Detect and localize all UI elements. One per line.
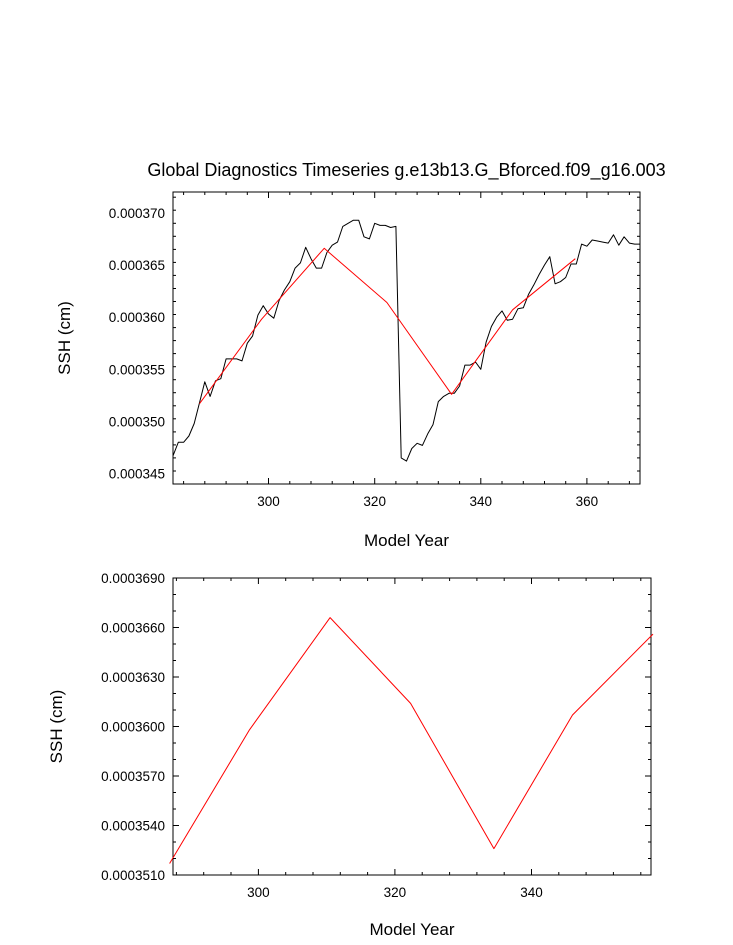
x-axis-title: Model Year (364, 531, 449, 550)
chart-panel-1: 300 320 340 360 0.000345 0.000350 0.000355 0.00… (55, 160, 666, 550)
x-tick-label: 320 (363, 494, 386, 509)
y-tick-label: 0.0003630 (101, 670, 165, 685)
y-tick-label: 0.000365 (109, 258, 165, 273)
y-tick-label: 0.000345 (109, 467, 165, 482)
y-tick-label: 0.000355 (109, 362, 165, 377)
y-tick-label: 0.0003660 (101, 621, 165, 636)
y-tick-label: 0.000360 (109, 310, 165, 325)
x-tick-label: 340 (520, 885, 543, 900)
x-tick-label: 300 (247, 885, 270, 900)
x-tick-label: 320 (384, 885, 407, 900)
y-tick-label: 0.0003600 (101, 720, 165, 735)
y-tick-label: 0.0003540 (101, 819, 165, 834)
x-tick-label: 360 (576, 494, 599, 509)
y-tick-label: 0.0003690 (101, 571, 165, 586)
plot-frame (172, 191, 641, 485)
plot-frame (172, 577, 652, 876)
chart-panel-2: 300 320 340 0.0003510 0.0003540 0.0003570 0.00… (47, 571, 654, 939)
y-tick-label: 0.0003510 (101, 868, 165, 883)
x-tick-label: 340 (470, 494, 493, 509)
y-tick-label: 0.0003570 (101, 769, 165, 784)
x-tick-label: 300 (257, 494, 280, 509)
y-tick-label: 0.000370 (109, 206, 165, 221)
y-tick-label: 0.000350 (109, 414, 165, 429)
x-axis-title: Model Year (369, 920, 454, 939)
series-line-1 (172, 219, 640, 462)
series-line-2 (199, 247, 576, 404)
y-axis-title: SSH (cm) (55, 301, 74, 375)
chart-title: Global Diagnostics Timeseries g.e13b13.G… (147, 160, 665, 181)
series-line-1 (169, 617, 654, 864)
y-axis-title: SSH (cm) (47, 690, 66, 764)
